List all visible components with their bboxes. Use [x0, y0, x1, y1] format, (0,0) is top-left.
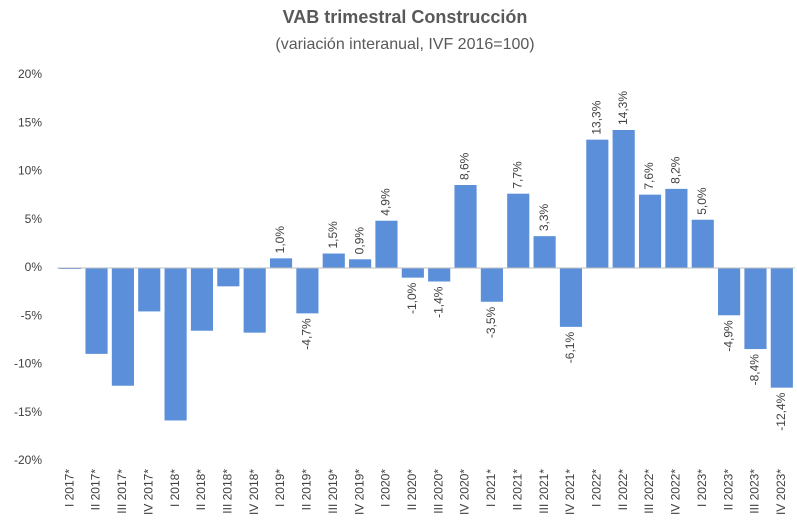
bar	[349, 259, 372, 268]
x-tick-label: I 2023*	[695, 469, 709, 507]
bar	[744, 268, 767, 350]
x-tick-label: III 2017*	[115, 469, 129, 514]
x-tick-label: I 2022*	[589, 469, 603, 507]
data-label: 13,3%	[589, 100, 603, 134]
bar	[718, 268, 741, 316]
data-label: -1,4%	[431, 286, 445, 318]
data-label: -4,9%	[721, 320, 735, 352]
x-tick-label: II 2020*	[405, 469, 419, 511]
bar	[401, 268, 424, 278]
data-label: 1,5%	[326, 221, 340, 249]
x-tick-label: IV 2019*	[352, 469, 366, 515]
chart-title: VAB trimestral Construcción	[283, 7, 528, 27]
bar	[296, 268, 319, 314]
data-label: 1,0%	[273, 226, 287, 254]
y-tick-label: -5%	[21, 308, 43, 322]
bar	[269, 258, 293, 268]
y-tick-label: -20%	[14, 453, 42, 467]
data-label: 7,6%	[642, 162, 656, 190]
x-tick-label: II 2023*	[721, 469, 735, 511]
bar	[111, 268, 134, 386]
data-label: 4,9%	[379, 188, 393, 216]
x-tick-label: III 2018*	[220, 469, 234, 514]
y-tick-label: -15%	[14, 405, 42, 419]
bar	[217, 268, 240, 287]
data-label: 8,2%	[669, 156, 683, 184]
bar	[586, 139, 609, 268]
bar	[322, 253, 345, 268]
chart-subtitle: (variación interanual, IVF 2016=100)	[275, 36, 534, 53]
x-tick-label: II 2022*	[616, 469, 630, 511]
x-tick-label: I 2019*	[273, 469, 287, 507]
data-label: 8,6%	[458, 152, 472, 180]
x-tick-label: IV 2018*	[247, 469, 261, 515]
data-label: -6,1%	[563, 332, 577, 364]
bar	[507, 193, 530, 268]
bar	[454, 185, 477, 268]
data-label: -4,7%	[300, 318, 314, 350]
bar	[665, 188, 688, 268]
bar	[480, 268, 503, 302]
x-tick-label: II 2017*	[89, 469, 103, 511]
bar	[85, 268, 108, 354]
x-tick-label: III 2020*	[431, 469, 445, 514]
bar	[559, 268, 583, 327]
x-tick-label: III 2023*	[748, 469, 762, 514]
bar	[533, 236, 556, 268]
x-tick-label: I 2021*	[484, 469, 498, 507]
x-tick-label: III 2019*	[326, 469, 340, 514]
x-tick-label: I 2020*	[379, 469, 393, 507]
x-tick-label: IV 2021*	[563, 469, 577, 515]
bar	[164, 268, 187, 421]
data-label: 7,7%	[510, 161, 524, 189]
x-tick-label: II 2019*	[300, 469, 314, 511]
y-tick-label: 15%	[18, 115, 42, 129]
bar	[612, 130, 635, 268]
x-tick-label: III 2022*	[642, 469, 656, 514]
bar	[375, 220, 398, 268]
bar	[638, 194, 662, 268]
y-tick-label: 10%	[18, 164, 42, 178]
bar	[190, 268, 214, 331]
x-tick-label: II 2018*	[194, 469, 208, 511]
bar	[428, 268, 451, 282]
data-label: 0,9%	[352, 227, 366, 255]
data-label: -12,4%	[774, 392, 788, 430]
data-label: -3,5%	[484, 306, 498, 338]
y-tick-label: 5%	[25, 212, 43, 226]
bar	[138, 268, 161, 312]
x-tick-label: IV 2020*	[458, 469, 472, 515]
data-label: 14,3%	[616, 91, 630, 125]
x-tick-label: IV 2017*	[141, 469, 155, 515]
data-label: 5,0%	[695, 187, 709, 215]
x-tick-label: I 2018*	[168, 469, 182, 507]
data-label: -8,4%	[748, 354, 762, 386]
bar	[770, 268, 793, 388]
x-tick-label: III 2021*	[537, 469, 551, 514]
y-tick-label: -10%	[14, 357, 42, 371]
x-tick-label: I 2017*	[62, 469, 76, 507]
bar	[691, 219, 714, 268]
y-tick-label: 20%	[18, 67, 42, 81]
data-label: 3,3%	[537, 203, 551, 231]
x-tick-label: IV 2023*	[774, 469, 788, 515]
y-tick-label: 0%	[25, 260, 43, 274]
data-label: -1,0%	[405, 282, 419, 314]
bar	[243, 268, 266, 333]
x-tick-label: IV 2022*	[669, 469, 683, 515]
x-tick-label: II 2021*	[510, 469, 524, 511]
